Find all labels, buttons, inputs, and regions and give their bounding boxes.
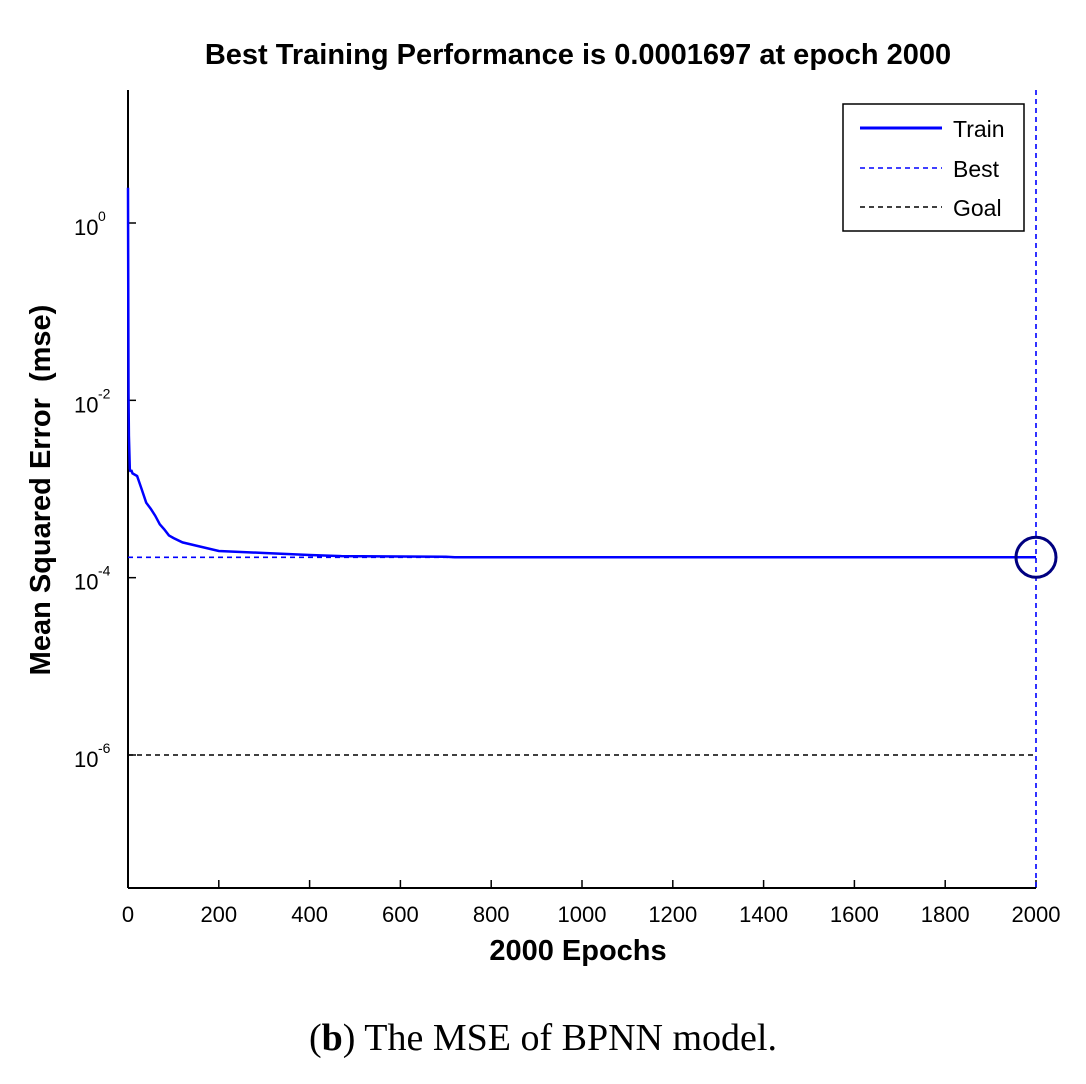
best-point-marker [1014,535,1058,579]
y-axis-label: Mean Squared Error (mse) [25,305,57,676]
legend-train-label: Train [953,116,1005,142]
y-tick-label: 10 [74,392,98,417]
legend: Train Best Goal [842,103,1025,232]
x-tick-label: 200 [200,902,237,927]
y-tick-exponent: -6 [98,740,111,756]
mse-chart: Best Training Performance is 0.0001697 a… [25,39,1061,967]
train-line [126,187,1037,559]
x-tick-label: 1000 [558,902,607,927]
y-tick-label: 10 [74,570,98,595]
x-tick-label: 2000 [1012,902,1061,927]
caption-label: b [321,1017,343,1059]
y-tick-label: 10 [74,215,98,240]
legend-best-label: Best [953,156,1000,182]
x-ticks: 0 200 400 600 800 1000 1200 1400 1600 1800 2000 [122,880,1061,927]
x-tick-label: 1600 [830,902,879,927]
y-tick-exponent: -4 [98,563,111,579]
caption-text: The MSE of BPNN model. [355,1017,777,1059]
x-tick-label: 1200 [648,902,697,927]
x-tick-label: 0 [122,902,134,927]
x-tick-label: 400 [291,902,328,927]
x-axis-label: 2000 Epochs [489,935,666,967]
x-tick-label: 1800 [921,902,970,927]
x-tick-label: 800 [473,902,510,927]
figure-caption: (b) The MSE of BPNN model. [309,1017,777,1059]
chart-title: Best Training Performance is 0.0001697 a… [205,39,951,71]
legend-goal-label: Goal [953,195,1002,221]
y-tick-exponent: 0 [98,208,106,224]
y-tick-exponent: -2 [98,385,111,401]
x-tick-label: 600 [382,902,419,927]
x-tick-label: 1400 [739,902,788,927]
y-tick-label: 10 [74,747,98,772]
